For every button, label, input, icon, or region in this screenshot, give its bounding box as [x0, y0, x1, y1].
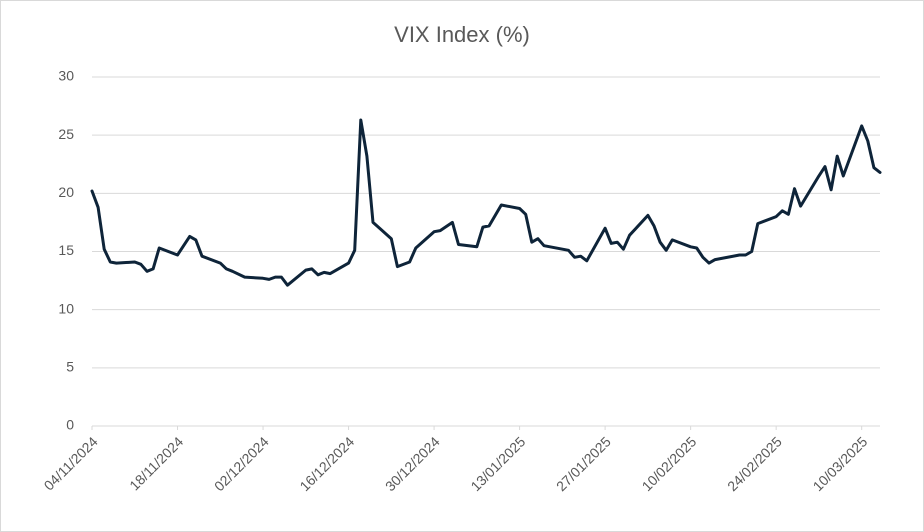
- y-tick-label: 15: [58, 242, 74, 258]
- y-tick-label: 10: [58, 300, 74, 316]
- data-line: [90, 118, 882, 287]
- y-tick-label: 30: [58, 68, 74, 84]
- y-tick-label: 20: [58, 184, 74, 200]
- y-tick-label: 25: [58, 126, 74, 142]
- chart-title: VIX Index (%): [394, 22, 530, 47]
- y-tick-label: 5: [66, 359, 74, 375]
- y-tick-label: 0: [66, 417, 74, 433]
